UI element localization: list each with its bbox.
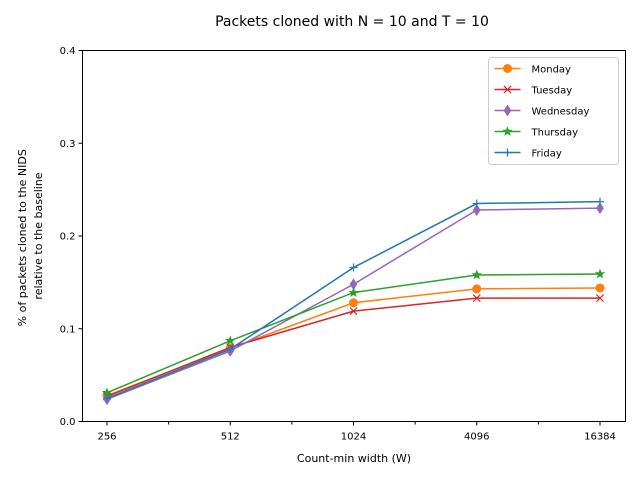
y-axis-ticks: 0.0 0.1 0.2 0.3 0.4 — [60, 46, 83, 428]
legend-item-tuesday: Tuesday — [494, 85, 573, 97]
data-point — [349, 298, 358, 308]
legend-marker — [503, 104, 512, 117]
plot-marks — [101, 197, 606, 406]
x-tick-label: 16384 — [584, 432, 616, 443]
data-point — [472, 204, 481, 216]
legend-marker — [503, 64, 512, 73]
data-point — [595, 294, 605, 303]
x-axis-ticks: 256 512 1024 4096 16384 — [97, 421, 616, 443]
legend-label: Monday — [532, 65, 572, 76]
legend-item-monday: Monday — [494, 64, 572, 76]
chart-title: Packets cloned with N = 10 and T = 10 — [215, 14, 489, 30]
legend-box — [488, 57, 619, 165]
y-tick-label: 0.2 — [60, 232, 76, 243]
x-axis-label: Count-min width (W) — [297, 452, 411, 465]
data-point — [472, 199, 481, 208]
data-point — [472, 284, 482, 294]
data-point — [349, 263, 358, 272]
data-point — [226, 345, 235, 354]
data-point — [594, 268, 606, 279]
x-tick-label: 256 — [97, 432, 116, 443]
legend-item-wednesday: Wednesday — [494, 104, 590, 118]
y-tick-label: 0.0 — [60, 417, 76, 428]
legend-marker — [502, 126, 513, 136]
y-axis-label: % of packets cloned to the NIDS relative… — [16, 146, 45, 327]
series-tuesday — [102, 294, 605, 401]
data-point — [471, 269, 482, 280]
y-tick-label: 0.4 — [60, 46, 76, 57]
data-point — [103, 394, 111, 403]
series-monday — [102, 283, 605, 401]
legend-item-friday: Friday — [494, 148, 562, 160]
x-tick-label: 4096 — [464, 432, 489, 443]
series-line — [106, 297, 600, 398]
legend-label: Tuesday — [531, 86, 573, 97]
legend-label: Thursday — [531, 128, 579, 139]
data-point — [596, 197, 604, 206]
series-friday — [103, 197, 604, 403]
legend-item-thursday: Thursday — [494, 126, 579, 139]
legend-label: Friday — [532, 149, 562, 160]
series-wednesday — [103, 202, 604, 406]
y-tick-label: 0.3 — [60, 139, 76, 150]
data-point — [348, 287, 359, 297]
y-tick-label: 0.1 — [60, 324, 76, 335]
data-point — [596, 202, 604, 215]
data-point — [349, 307, 358, 316]
legend-marker — [503, 148, 512, 157]
legend: Monday Tuesday Wednesday Thursday Friday — [488, 57, 619, 165]
series-thursday — [101, 268, 606, 398]
data-point — [472, 294, 481, 303]
x-tick-label: 512 — [221, 432, 240, 443]
x-tick-label: 1024 — [341, 432, 366, 443]
y-axis-label-line-1: % of packets cloned to the NIDS — [16, 149, 29, 326]
legend-label: Wednesday — [532, 107, 590, 118]
y-axis-label-line-2: relative to the baseline — [32, 172, 45, 299]
legend-marker — [503, 85, 512, 94]
data-point — [225, 335, 236, 346]
data-point — [595, 283, 605, 293]
